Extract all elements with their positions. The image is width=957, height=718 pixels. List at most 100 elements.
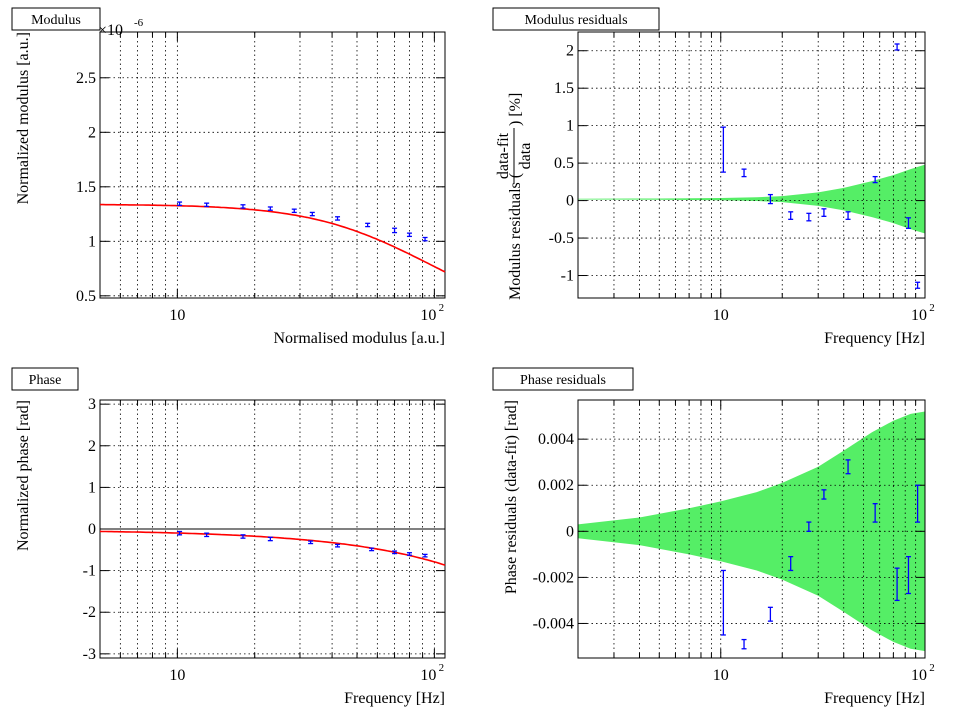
data-point bbox=[267, 536, 273, 542]
data-point bbox=[177, 201, 183, 206]
y-tick-label: 2 bbox=[566, 43, 574, 60]
y-tick-label: 1 bbox=[566, 118, 574, 135]
x-axis-label: Normalised modulus [a.u.] bbox=[273, 330, 445, 347]
panel-title-box: Modulus residuals bbox=[492, 7, 660, 31]
data-point bbox=[335, 216, 341, 221]
confidence-band bbox=[578, 411, 925, 652]
x-tick-label-100-exponent: 2 bbox=[439, 662, 445, 674]
y-label-prefix: Modulus residuals ( bbox=[507, 173, 524, 300]
y-tick-label: 2.5 bbox=[76, 70, 96, 87]
y-label-suffix: ) [%] bbox=[507, 93, 524, 126]
panel-title-box: Phase residuals bbox=[492, 367, 634, 391]
data-point bbox=[422, 236, 428, 242]
x-axis-label: Frequency [Hz] bbox=[824, 330, 925, 347]
data-point bbox=[309, 211, 315, 217]
data-point bbox=[240, 204, 246, 209]
y-multiplier: ×10 bbox=[98, 22, 123, 39]
y-tick-label: -0.002 bbox=[533, 569, 574, 586]
y-axis-label: Normalized modulus [a.u.] bbox=[15, 32, 32, 204]
data-point bbox=[821, 208, 827, 217]
data-point bbox=[335, 543, 341, 548]
data-point bbox=[741, 168, 747, 178]
data-point bbox=[291, 208, 297, 214]
data-point bbox=[392, 550, 398, 555]
data-point bbox=[872, 175, 878, 184]
panel-title: Phase bbox=[29, 373, 62, 388]
y-tick-label: 0 bbox=[88, 521, 96, 538]
grid bbox=[578, 400, 925, 658]
x-axis-label: Frequency [Hz] bbox=[344, 690, 445, 707]
y-tick-label: 0 bbox=[566, 523, 574, 540]
y-tick-label: 0.002 bbox=[538, 477, 574, 494]
y-tick-label: 0.5 bbox=[76, 288, 96, 305]
x-tick-label-100: 10 bbox=[420, 307, 436, 324]
y-tick-label: 3 bbox=[88, 396, 96, 413]
data-point bbox=[392, 227, 398, 234]
panel-title: Phase residuals bbox=[520, 373, 606, 388]
data-point bbox=[204, 202, 210, 208]
y-tick-label: 1.5 bbox=[554, 80, 574, 97]
data-point bbox=[845, 211, 851, 220]
y-tick-label: -1 bbox=[83, 563, 96, 580]
y-axis-label: Phase residuals (data-fit) [rad] bbox=[503, 400, 520, 594]
panel-title-box: Phase bbox=[11, 367, 79, 391]
plot-area bbox=[100, 32, 445, 298]
data-point bbox=[406, 552, 412, 556]
y-tick-label: -0.004 bbox=[533, 615, 574, 632]
data-point bbox=[915, 281, 921, 289]
panel-title: Modulus bbox=[31, 13, 81, 28]
y-tick-label: -1 bbox=[561, 268, 574, 285]
x-tick-label-100: 10 bbox=[911, 307, 927, 324]
y-tick-label: 1.5 bbox=[76, 179, 96, 196]
data-point bbox=[806, 212, 812, 222]
x-tick-label-10: 10 bbox=[169, 307, 185, 324]
y-label-denominator: data bbox=[517, 143, 534, 170]
data-point bbox=[240, 534, 246, 539]
data-point bbox=[905, 217, 911, 229]
data-point bbox=[894, 567, 900, 602]
y-tick-label: 1 bbox=[88, 233, 96, 250]
data-point bbox=[872, 503, 878, 523]
data-point bbox=[308, 540, 314, 545]
x-tick-label-10: 10 bbox=[169, 667, 185, 684]
y-tick-label: -2 bbox=[83, 604, 96, 621]
y-multiplier-exponent: -6 bbox=[134, 17, 144, 29]
y-tick-label: 0.004 bbox=[538, 431, 574, 448]
data-point bbox=[894, 43, 900, 51]
panel-title-frame bbox=[11, 367, 79, 391]
panel-title: Modulus residuals bbox=[524, 13, 627, 28]
y-tick-label: -3 bbox=[83, 646, 96, 663]
x-tick-label-100: 10 bbox=[911, 667, 927, 684]
grid bbox=[100, 32, 445, 298]
panel-title-box: Modulus bbox=[11, 7, 101, 31]
data-point bbox=[788, 211, 794, 220]
panel-title-frame bbox=[492, 367, 634, 391]
plot-frame bbox=[577, 31, 926, 299]
plot-frame bbox=[577, 399, 926, 659]
data-point bbox=[915, 484, 921, 523]
data-point bbox=[806, 521, 812, 532]
plot-area bbox=[578, 32, 925, 298]
y-axis-label: Modulus residuals (data-fit data ) [%] bbox=[495, 93, 534, 300]
x-axis-label: Frequency [Hz] bbox=[824, 690, 925, 707]
data-point bbox=[406, 232, 412, 238]
data-point bbox=[905, 555, 911, 595]
x-tick-label-10: 10 bbox=[713, 667, 729, 684]
data-point bbox=[369, 547, 375, 552]
y-label-numerator: data-fit bbox=[495, 132, 512, 179]
y-axis-label: Normalized phase [rad] bbox=[15, 400, 32, 551]
data-point bbox=[821, 489, 827, 500]
data-point bbox=[767, 193, 773, 205]
y-tick-label: 2 bbox=[88, 124, 96, 141]
confidence-band bbox=[578, 164, 925, 234]
panel-title-frame bbox=[11, 7, 101, 31]
x-tick-label-100: 10 bbox=[420, 667, 436, 684]
data-point bbox=[204, 532, 210, 538]
x-tick-label-10: 10 bbox=[713, 307, 729, 324]
data-point bbox=[422, 553, 428, 558]
data-point bbox=[177, 530, 183, 536]
